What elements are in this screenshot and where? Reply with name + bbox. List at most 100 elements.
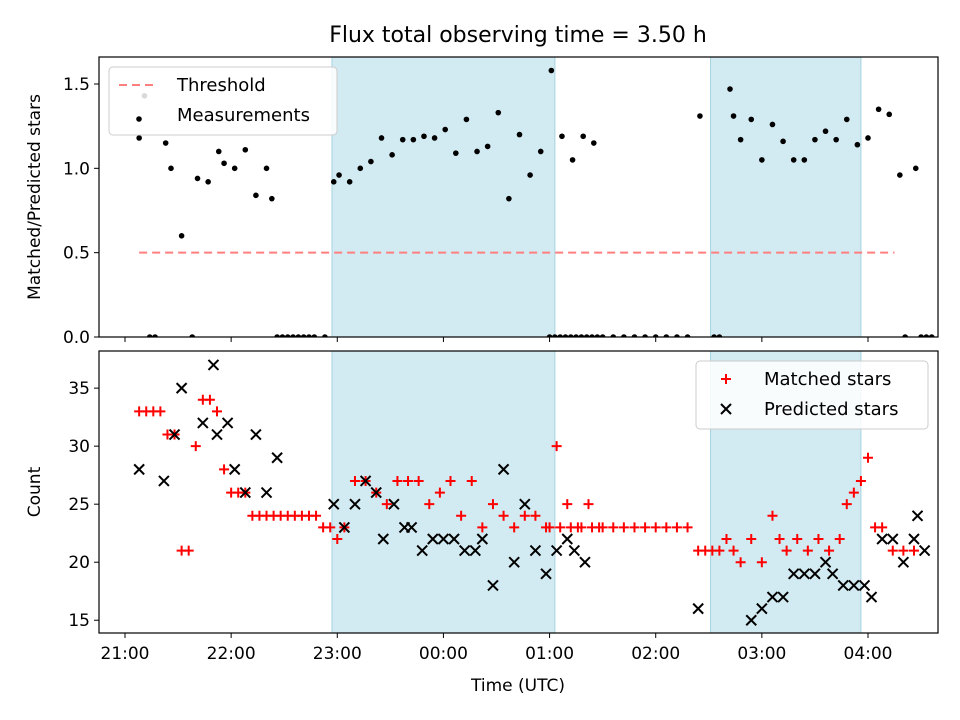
predicted-star-point: [918, 544, 931, 557]
matched-star-point: [583, 499, 594, 510]
measurement-point: [573, 334, 579, 337]
measurement-point: [801, 157, 808, 163]
predicted-star-point: [579, 556, 591, 568]
measurement-point: [684, 334, 691, 337]
matched-star-point: [204, 394, 215, 405]
predicted-star-point: [197, 417, 209, 429]
predicted-star-point: [508, 556, 520, 568]
matched-star-point: [565, 522, 576, 533]
measurement-point: [284, 334, 291, 337]
matched-star-point: [834, 534, 845, 544]
matched-star-point: [576, 522, 587, 533]
y-tick-label: 30: [68, 437, 90, 457]
measurement-point: [231, 165, 238, 172]
legend-predicted-swatch: [720, 403, 732, 415]
measurement-point: [453, 150, 459, 156]
predicted-star-point: [911, 510, 924, 522]
predicted-star-point: [529, 544, 542, 557]
measurement-point: [336, 172, 342, 178]
predicted-star-point: [568, 544, 581, 557]
y-tick-label: 35: [68, 379, 90, 399]
matched-star-point: [640, 522, 651, 533]
matched-star-point: [728, 545, 739, 556]
measurement-point: [279, 334, 286, 337]
measurement-point: [822, 128, 829, 135]
measurement-point: [221, 160, 227, 167]
measurement-point: [189, 334, 196, 337]
measurement-point: [330, 179, 337, 185]
measurement-point: [562, 334, 569, 337]
measurement-point: [215, 148, 222, 155]
predicted-star-point: [427, 533, 439, 545]
matched-star-point: [424, 499, 435, 510]
matched-star-point: [721, 534, 732, 544]
measurement-point: [716, 334, 723, 337]
measurement-point: [152, 334, 158, 337]
predicted-star-point: [487, 579, 499, 592]
measurement-point: [399, 136, 406, 143]
measurement-point: [410, 136, 417, 143]
chart-title: Flux total observing time = 3.50 h: [329, 23, 707, 48]
matched-star-point: [863, 452, 873, 463]
matched-star-point: [434, 487, 445, 498]
matched-star-point: [349, 475, 360, 486]
matched-star-point: [767, 510, 778, 521]
measurement-point: [833, 136, 839, 143]
predicted-star-point: [787, 568, 800, 580]
predicted-star-point: [469, 544, 481, 557]
predicted-star-point: [876, 533, 888, 545]
measurement-point: [865, 135, 871, 141]
predicted-star-point: [458, 544, 471, 557]
matched-star-point: [735, 557, 746, 568]
predicted-star-point: [887, 533, 899, 545]
matched-star-point: [781, 545, 792, 556]
measurement-point: [484, 143, 491, 150]
predicted-star-point: [766, 591, 779, 603]
measurement-point: [875, 106, 882, 113]
measurement-point: [854, 141, 861, 148]
predicted-star-point: [349, 498, 361, 510]
measurement-point: [652, 334, 659, 337]
matched-star-point: [332, 534, 343, 544]
measurement-point: [322, 334, 328, 337]
measurement-point: [569, 157, 576, 163]
matched-star-point: [714, 545, 725, 556]
measurement-point: [748, 116, 755, 123]
predicted-star-point: [745, 614, 757, 626]
plot-area: [136, 57, 935, 337]
matched-star-point: [587, 522, 598, 533]
measurement-point: [727, 86, 733, 92]
measurement-point: [168, 165, 174, 172]
matched-star-point: [562, 499, 573, 510]
measurement-point: [378, 135, 385, 141]
predicted-star-point: [848, 579, 860, 592]
predicted-star-point: [692, 602, 704, 615]
measurement-point: [589, 334, 595, 337]
predicted-star-point: [370, 486, 382, 499]
top-panel: 0.0 0.5 1.0 1.5 Matched/Predicted stars Thres…: [25, 56, 939, 348]
matched-star-point: [824, 545, 835, 556]
y-tick-label: 0.5: [63, 244, 90, 264]
measurement-point: [368, 158, 374, 165]
measurement-point: [780, 138, 786, 145]
measurement-point: [918, 334, 924, 337]
matched-star-point: [392, 475, 403, 486]
matched-star-point: [746, 534, 757, 544]
measurement-point: [274, 334, 280, 337]
matched-star-point: [792, 534, 803, 544]
measurement-point: [663, 334, 670, 337]
measurement-point: [548, 67, 555, 74]
legend-item: Matched stars: [721, 369, 891, 390]
matched-star-point: [650, 522, 661, 533]
measurement-point: [886, 111, 893, 118]
predicted-star-point: [865, 591, 878, 603]
measurement-point: [631, 334, 638, 337]
predicted-star-point: [798, 568, 811, 580]
legend: Matched stars Predicted stars: [695, 360, 929, 430]
measurement-point: [442, 126, 448, 133]
matched-star-point: [311, 510, 322, 521]
matched-star-point: [898, 545, 909, 556]
matched-star-point: [190, 441, 201, 452]
measurement-point: [269, 195, 275, 202]
matched-star-point: [813, 534, 824, 544]
